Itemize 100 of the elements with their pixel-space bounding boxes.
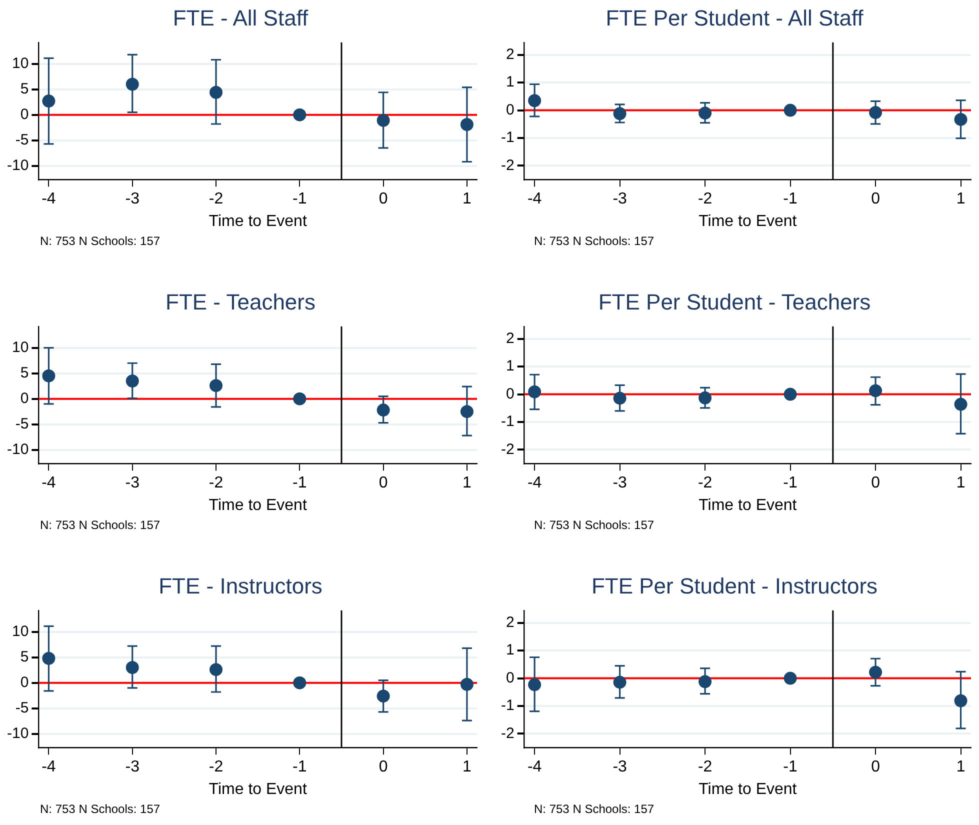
point — [293, 392, 306, 406]
y-tick-label: 10 — [12, 622, 29, 640]
x-tick-label: -2 — [208, 758, 224, 776]
point — [954, 112, 968, 126]
x-axis-title: Time to Event — [208, 496, 308, 514]
x-tick-label: -4 — [527, 474, 542, 492]
y-tick-label: 5 — [20, 80, 29, 98]
x-axis-title: Time to Event — [698, 780, 798, 798]
y-tick-label: -10 — [6, 156, 29, 174]
y-tick-label: 1 — [506, 358, 514, 375]
x-tick-label: -1 — [292, 190, 307, 208]
point — [784, 388, 797, 401]
x-tick-label: -1 — [783, 190, 798, 208]
point — [869, 106, 882, 120]
x-tick-label: -3 — [125, 190, 140, 208]
x-tick-label: 0 — [871, 190, 880, 208]
x-tick-label: -2 — [698, 758, 712, 776]
point — [698, 106, 712, 120]
point — [126, 661, 139, 674]
point — [293, 108, 306, 122]
point — [126, 374, 139, 388]
y-tick-label: -10 — [6, 440, 29, 458]
y-tick-label: -5 — [15, 131, 29, 148]
y-tick-label: 1 — [506, 642, 514, 659]
y-tick-label: 0 — [506, 101, 514, 118]
x-tick-label: 0 — [378, 190, 388, 208]
x-tick-label: -1 — [783, 474, 798, 492]
x-tick-label: 1 — [462, 474, 472, 492]
x-tick-label: -3 — [125, 474, 140, 492]
x-tick-label: -2 — [208, 190, 224, 208]
point — [869, 666, 882, 679]
y-tick-label: 0 — [20, 674, 29, 691]
x-axis-title: Time to Event — [208, 212, 308, 230]
point — [698, 675, 712, 688]
chart-title: FTE - All Staff — [172, 5, 310, 30]
x-tick-label: 0 — [378, 758, 388, 776]
y-tick-label: 10 — [12, 54, 29, 72]
y-tick-label: 1 — [506, 74, 514, 91]
text: N: 753 N Schools: 157 — [40, 234, 160, 248]
y-tick-label: 0 — [20, 390, 29, 407]
y-tick-label: -5 — [15, 415, 29, 432]
y-tick-label: 5 — [20, 364, 29, 382]
point — [376, 404, 390, 417]
point — [42, 369, 56, 382]
x-tick-label: 0 — [871, 758, 880, 776]
chart-title: FTE Per Student - Teachers — [598, 289, 871, 314]
x-tick-label: -2 — [698, 190, 712, 208]
x-tick-label: 0 — [378, 474, 388, 492]
x-tick-label: -4 — [42, 474, 56, 492]
x-tick-label: -3 — [612, 758, 628, 776]
x-tick-label: 1 — [956, 190, 966, 208]
y-tick-label: 5 — [20, 648, 29, 666]
point — [528, 94, 542, 108]
x-tick-label: 1 — [956, 474, 966, 492]
point — [784, 104, 797, 117]
y-tick-label: 2 — [506, 330, 514, 348]
text: N: 753 N Schools: 157 — [534, 518, 654, 532]
point — [784, 672, 797, 685]
point — [613, 676, 626, 689]
x-tick-label: -1 — [783, 758, 798, 776]
y-tick-label: -10 — [6, 724, 29, 742]
point — [210, 379, 223, 392]
point — [210, 663, 223, 676]
point — [42, 652, 56, 665]
text: N: 753 N Schools: 157 — [534, 234, 654, 248]
point — [613, 107, 626, 120]
y-tick-label: -2 — [500, 440, 514, 458]
x-tick-label: 1 — [462, 758, 472, 776]
x-tick-label: -4 — [527, 190, 542, 208]
point — [126, 78, 139, 91]
y-tick-label: 2 — [506, 46, 514, 64]
chart-title: FTE Per Student - Instructors — [591, 573, 878, 598]
x-tick-label: -1 — [292, 758, 307, 776]
y-tick-label: 2 — [506, 614, 514, 632]
point — [528, 385, 542, 398]
y-tick-label: -1 — [500, 129, 514, 146]
point — [528, 678, 542, 692]
x-tick-label: -3 — [125, 758, 140, 776]
chart-title: FTE - Instructors — [158, 573, 322, 598]
y-tick-label: 10 — [12, 338, 29, 356]
x-tick-label: 0 — [871, 474, 880, 492]
chart-title: FTE - Teachers — [166, 289, 316, 314]
y-tick-label: -2 — [500, 156, 514, 174]
text: N: 753 N Schools: 157 — [40, 802, 160, 816]
point — [613, 392, 626, 405]
y-tick-label: 0 — [506, 385, 514, 402]
x-tick-label: -4 — [42, 190, 56, 208]
x-tick-label: -4 — [42, 758, 56, 776]
text: N: 753 N Schools: 157 — [40, 518, 160, 532]
point — [869, 384, 882, 398]
x-tick-label: 1 — [956, 758, 966, 776]
chart-title: FTE Per Student - All Staff — [606, 5, 864, 30]
x-axis-title: Time to Event — [208, 780, 308, 798]
x-axis-title: Time to Event — [698, 212, 798, 230]
point — [210, 86, 223, 99]
x-tick-label: -4 — [527, 758, 542, 776]
point — [698, 391, 712, 404]
text: N: 753 N Schools: 157 — [534, 802, 654, 816]
y-tick-label: -1 — [500, 697, 514, 714]
point — [954, 694, 968, 708]
